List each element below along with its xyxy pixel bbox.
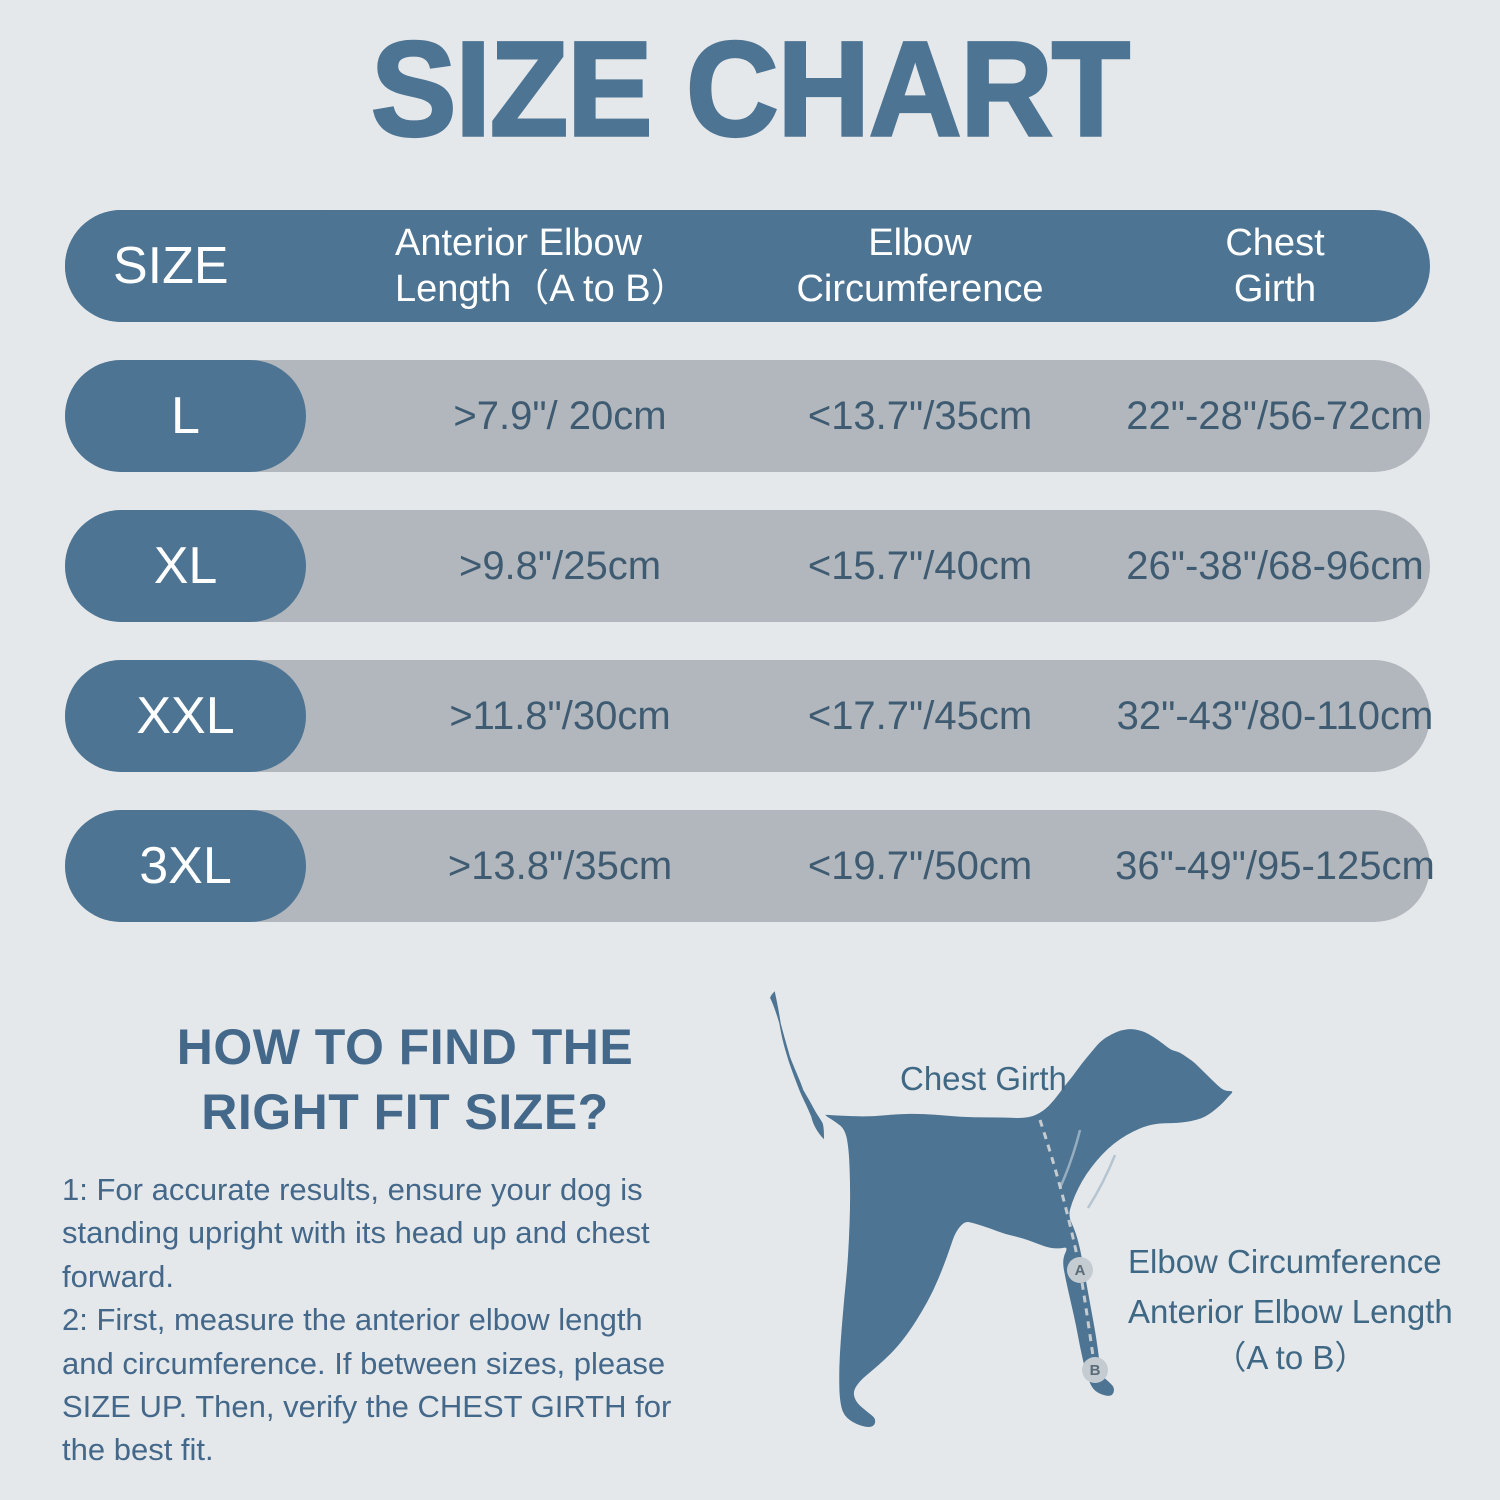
svg-text:B: B xyxy=(1090,1362,1101,1379)
svg-text:A: A xyxy=(1075,1262,1086,1279)
